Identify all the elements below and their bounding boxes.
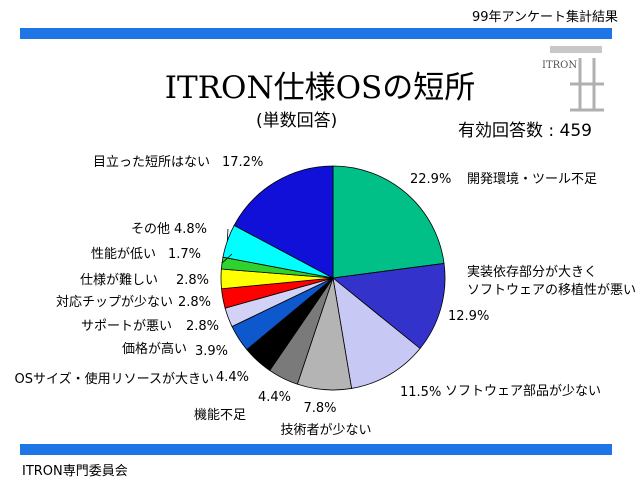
response-count: 有効回答数 : 459 xyxy=(458,121,592,141)
slice-label: その他 xyxy=(131,222,170,237)
slice-percent-label: 3.9% xyxy=(195,344,228,359)
pie-slice xyxy=(332,165,445,279)
slice-label: 目立った短所はない xyxy=(93,155,210,170)
slice-percent-label: 7.8% xyxy=(303,401,336,416)
slice-label: 技術者が少ない xyxy=(280,423,371,438)
pie-slice xyxy=(332,262,446,350)
slice-percent-label: 11.5% xyxy=(400,385,441,400)
slice-label: 性能が低い xyxy=(91,247,156,262)
slice-percent-label: 2.8% xyxy=(176,273,209,288)
slice-percent-label: 4.4% xyxy=(258,390,291,405)
top-bar xyxy=(20,28,612,39)
slice-label: ソフトウェア部品が少ない xyxy=(445,384,601,399)
slice-label: 実装依存部分が大きくソフトウェアの移植性が悪い xyxy=(467,264,636,298)
slice-label: サポートが悪い xyxy=(81,319,172,334)
leader-line xyxy=(226,228,229,241)
slice-label: OSサイズ・使用リソースが大きい xyxy=(15,371,214,387)
slice-label: 機能不足 xyxy=(194,408,246,423)
footer-label: ITRON専門委員会 xyxy=(22,464,128,479)
slice-percent-label: 4.8% xyxy=(174,222,207,237)
slice-label: 開発環境・ツール不足 xyxy=(467,172,597,187)
leader-line xyxy=(221,253,233,264)
itron-logo: ITRON xyxy=(542,46,604,112)
slice-percent-label: 2.8% xyxy=(186,319,219,334)
logo-text: ITRON xyxy=(542,60,577,71)
slice-percent-label: 1.7% xyxy=(168,247,201,262)
subtitle: (単数回答) xyxy=(256,111,338,131)
slice-percent-label: 2.8% xyxy=(178,295,211,310)
bottom-bar xyxy=(20,444,612,455)
page-title: ITRON仕様OSの短所 xyxy=(164,70,476,106)
slice-label: 仕様が難しい xyxy=(80,273,158,288)
slice-percent-label: 4.4% xyxy=(216,370,249,385)
pie-slice xyxy=(332,277,421,389)
pie-slice xyxy=(233,165,334,279)
slice-percent-label: 17.2% xyxy=(222,155,263,170)
slice-label: 対応チップが少ない xyxy=(56,295,173,310)
slice-percent-label: 22.9% xyxy=(410,172,451,187)
slice-percent-label: 12.9% xyxy=(448,309,489,324)
survey-label: 99年アンケート集計結果 xyxy=(471,10,618,25)
slice-label: 価格が高い xyxy=(122,341,187,357)
